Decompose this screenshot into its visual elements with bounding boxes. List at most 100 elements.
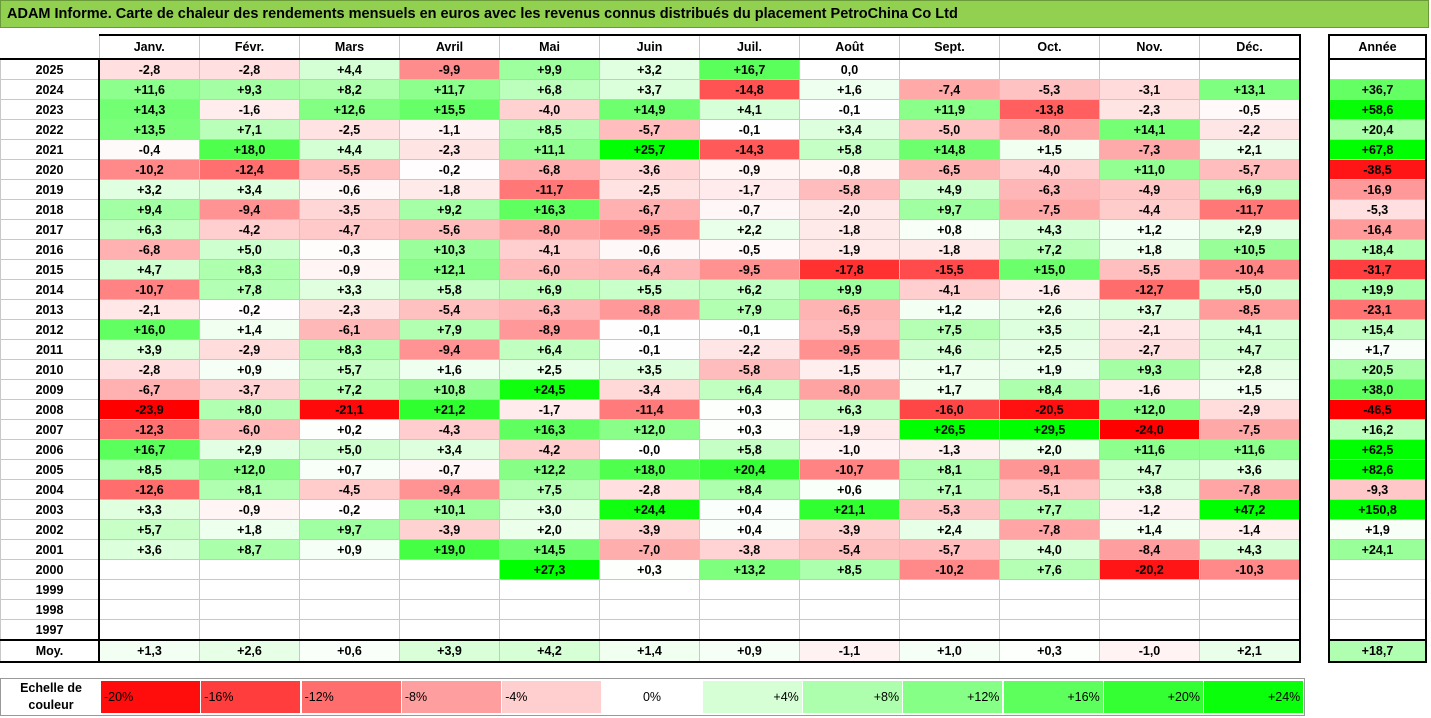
heatmap-cell: +0,6 xyxy=(799,479,900,500)
table-row: 2023 +14,3 -1,6 +12,6 +15,5 -4,0 +14,9 +4,1 -0,1… xyxy=(0,99,1301,120)
heatmap-cell xyxy=(399,559,500,580)
heatmap-cell: +21,1 xyxy=(799,499,900,520)
heatmap-cell: -5,4 xyxy=(399,299,500,320)
heatmap-cell: -0,9 xyxy=(199,499,300,520)
heatmap-cell: +7,2 xyxy=(999,239,1100,260)
heatmap-cell: -0,0 xyxy=(599,439,700,460)
heatmap-cell: +3,3 xyxy=(299,279,400,300)
table-row: 1998 xyxy=(0,599,1301,620)
heatmap-cell xyxy=(399,599,500,620)
heatmap-cell: -9,5 xyxy=(799,339,900,360)
year-label: 2022 xyxy=(0,119,100,140)
table-row: 2009 -6,7 -3,7 +7,2 +10,8 +24,5 -3,4 +6,4 -8,0 +1… xyxy=(0,379,1301,400)
heatmap-cell: +9,7 xyxy=(299,519,400,540)
year-label: 2009 xyxy=(0,379,100,400)
heatmap-cell: +1,2 xyxy=(899,299,1000,320)
heatmap-cell: +16,3 xyxy=(499,199,600,220)
heatmap-cell: -5,5 xyxy=(1099,259,1200,280)
heatmap-cell: +4,4 xyxy=(299,58,400,80)
annual-cell: +20,4 xyxy=(1328,119,1427,140)
year-label: 2024 xyxy=(0,79,100,100)
heatmap-cell: +7,7 xyxy=(999,499,1100,520)
heatmap-cell: +2,1 xyxy=(1199,139,1301,160)
heatmap-cell: +26,5 xyxy=(899,419,1000,440)
heatmap-cell: -6,7 xyxy=(98,379,200,400)
heatmap-cell: +3,4 xyxy=(799,119,900,140)
heatmap-cell xyxy=(299,619,400,641)
heatmap-cell: -5,8 xyxy=(699,359,800,380)
month-header: Oct. xyxy=(999,34,1100,60)
heatmap-cell: +15,0 xyxy=(999,259,1100,280)
heatmap-cell xyxy=(999,619,1100,641)
heatmap-cell: -10,2 xyxy=(98,159,200,180)
heatmap-cell: -7,4 xyxy=(899,79,1000,100)
heatmap-cell: -0,4 xyxy=(98,139,200,160)
annual-cell xyxy=(1328,599,1427,620)
heatmap-cell: +2,6 xyxy=(999,299,1100,320)
year-label: 2016 xyxy=(0,239,100,260)
heatmap-cell: +3,7 xyxy=(599,79,700,100)
heatmap-cell: +0,4 xyxy=(699,499,800,520)
heatmap-cell: +3,5 xyxy=(999,319,1100,340)
heatmap-cell: +11,6 xyxy=(1099,439,1200,460)
heatmap-table: Janv. Févr. Mars Avril Mai Juin Juil. Août Sept.… xyxy=(0,34,1301,663)
annual-cell: +1,7 xyxy=(1328,339,1427,360)
heatmap-cell xyxy=(199,619,300,641)
heatmap-cell xyxy=(899,579,1000,600)
average-cell: +1,0 xyxy=(899,639,1000,663)
heatmap-cell: +1,8 xyxy=(1099,239,1200,260)
annual-cell: -38,5 xyxy=(1328,159,1427,180)
heatmap-cell: -17,8 xyxy=(799,259,900,280)
annual-cell: +38,0 xyxy=(1328,379,1427,400)
heatmap-cell xyxy=(899,58,1000,80)
heatmap-cell: +4,6 xyxy=(899,339,1000,360)
annual-cell xyxy=(1328,58,1427,80)
heatmap-cell: +20,4 xyxy=(699,459,800,480)
heatmap-cell: +5,8 xyxy=(699,439,800,460)
heatmap-cell: -5,8 xyxy=(799,179,900,200)
year-label: 2010 xyxy=(0,359,100,380)
heatmap-cell: +9,3 xyxy=(199,79,300,100)
heatmap-cell: +9,3 xyxy=(1099,359,1200,380)
heatmap-cell: +6,4 xyxy=(499,339,600,360)
heatmap-cell: +10,3 xyxy=(399,239,500,260)
header-corner xyxy=(0,35,99,60)
year-label: 2021 xyxy=(0,139,100,160)
year-label: 2011 xyxy=(0,339,100,360)
heatmap-cell: -1,9 xyxy=(799,419,900,440)
heatmap-cell xyxy=(98,559,200,580)
heatmap-cell: -6,1 xyxy=(299,319,400,340)
heatmap-cell: -1,1 xyxy=(399,119,500,140)
heatmap-cell: +0,3 xyxy=(699,419,800,440)
heatmap-cell: +21,2 xyxy=(399,399,500,420)
heatmap-cell: +4,7 xyxy=(1199,339,1301,360)
heatmap-cell: +8,0 xyxy=(199,399,300,420)
heatmap-cell: -12,6 xyxy=(98,479,200,500)
heatmap-cell xyxy=(799,599,900,620)
heatmap-cell: +2,9 xyxy=(199,439,300,460)
heatmap-cell: -9,5 xyxy=(599,219,700,240)
heatmap-cell: +3,9 xyxy=(98,339,200,360)
heatmap-cell: -1,6 xyxy=(199,99,300,120)
heatmap-cell: -9,4 xyxy=(399,339,500,360)
average-cell: +4,2 xyxy=(499,639,600,663)
heatmap-cell: +3,4 xyxy=(399,439,500,460)
month-header: Sept. xyxy=(899,34,1000,60)
annual-cell: +82,6 xyxy=(1328,459,1427,480)
heatmap-cell: -1,8 xyxy=(799,219,900,240)
heatmap-cell: -7,5 xyxy=(999,199,1100,220)
average-cell: +2,1 xyxy=(1199,639,1301,663)
heatmap-cell: +6,9 xyxy=(1199,179,1301,200)
heatmap-cell: +4,1 xyxy=(1199,319,1301,340)
heatmap-cell xyxy=(499,619,600,641)
heatmap-cell: -5,0 xyxy=(899,119,1000,140)
heatmap-cell: +3,2 xyxy=(98,179,200,200)
heatmap-cell: +4,1 xyxy=(699,99,800,120)
year-label: 2025 xyxy=(0,58,100,80)
heatmap-cell: +11,7 xyxy=(399,79,500,100)
month-header: Mars xyxy=(299,34,400,60)
heatmap-cell: -1,6 xyxy=(999,279,1100,300)
heatmap-cell: -3,7 xyxy=(199,379,300,400)
heatmap-cell: +12,0 xyxy=(199,459,300,480)
heatmap-cell: +3,2 xyxy=(599,58,700,80)
